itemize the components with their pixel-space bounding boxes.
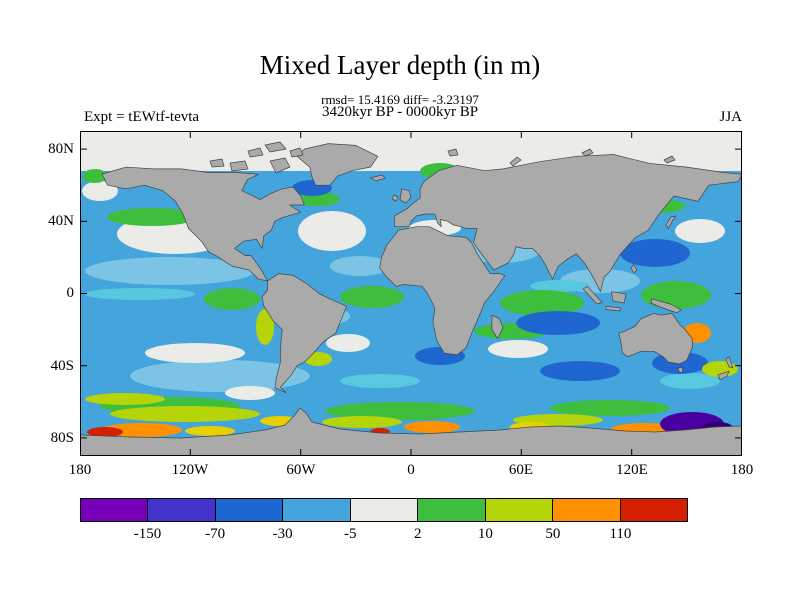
africa <box>379 226 506 356</box>
lat-tick-40n: 40N <box>48 213 74 229</box>
stats-line: rmsd= 15.4169 diff= -3.23197 <box>321 92 479 107</box>
colorbar-label: 2 <box>414 526 422 542</box>
colorbar-label: -30 <box>272 526 293 542</box>
madagascar <box>491 314 504 339</box>
colorbar-label: -150 <box>133 526 162 542</box>
colorbar-segment <box>349 499 418 521</box>
colorbar-segment <box>147 499 215 521</box>
australia <box>618 313 693 365</box>
colorbar-segment <box>417 499 485 521</box>
ellesmere-island <box>264 141 287 153</box>
lon-tick-120e: 120E <box>616 462 648 478</box>
map-svg <box>80 131 742 456</box>
colorbar-label: -5 <box>343 526 357 542</box>
colorbar-segments <box>80 498 688 522</box>
world-map <box>80 131 742 456</box>
colorbar-label: 110 <box>609 526 632 542</box>
britain <box>399 188 412 204</box>
lon-tick-60w: 60W <box>286 462 316 478</box>
plot-title: Mixed Layer depth (in m) <box>259 50 541 80</box>
season-label: JJA <box>719 109 742 125</box>
lat-tick-0: 0 <box>66 285 75 301</box>
lat-tick-80n: 80N <box>48 141 74 157</box>
svalbard <box>447 148 459 157</box>
new-guinea <box>650 298 682 314</box>
java <box>605 305 621 312</box>
experiment-label: Expt = tEWtf-tevta <box>84 109 200 125</box>
colorbar-label: 10 <box>477 526 493 542</box>
arctic-island-a <box>247 147 264 158</box>
map-border <box>80 131 742 456</box>
period-line: 3420kyr BP - 0000kyr BP <box>321 104 479 120</box>
colorbar-label: -70 <box>205 526 226 542</box>
sumatra <box>582 285 603 305</box>
lat-tick-40s: 40S <box>50 358 74 374</box>
arctic-island-b <box>289 147 304 158</box>
colorbar-labels: -150 -70 -30 -5 2 10 50 110 <box>80 526 688 544</box>
greenland <box>296 143 379 186</box>
victoria-island <box>229 160 249 172</box>
lon-tick-180e: 180 <box>730 462 754 478</box>
ireland <box>391 194 399 202</box>
ocean-anomaly-patches <box>80 131 742 437</box>
colorbar-segment <box>619 499 687 521</box>
antarctica <box>80 407 742 456</box>
iceland <box>370 174 386 182</box>
tasmania <box>677 367 684 374</box>
novaya-zemlya <box>509 156 522 167</box>
colorbar-segment <box>484 499 553 521</box>
colorbar-segment <box>81 499 148 521</box>
severnaya-zemlya <box>581 148 594 157</box>
colorbar-segment <box>282 499 350 521</box>
philippines <box>630 264 638 274</box>
lon-tick-120w: 120W <box>171 462 209 478</box>
colorbar-segment <box>214 499 283 521</box>
baffin-island <box>269 157 291 174</box>
north-america <box>101 166 305 282</box>
eurasia <box>394 154 742 293</box>
colorbar-label: 50 <box>545 526 561 542</box>
lon-tick-0: 0 <box>407 462 415 478</box>
banks-island <box>209 158 225 168</box>
south-america <box>261 273 347 394</box>
lon-tick-60e: 60E <box>508 462 534 478</box>
japan <box>665 215 677 229</box>
new-zealand-north <box>725 356 734 368</box>
continents <box>80 141 742 456</box>
borneo <box>611 291 627 304</box>
lat-tick-80s: 80S <box>50 430 74 446</box>
colorbar-segment <box>552 499 620 521</box>
new-zealand-south <box>717 370 730 381</box>
axis-ticks <box>80 131 742 456</box>
new-siberian-islands <box>663 155 676 164</box>
lon-tick-180w: 180 <box>68 462 92 478</box>
